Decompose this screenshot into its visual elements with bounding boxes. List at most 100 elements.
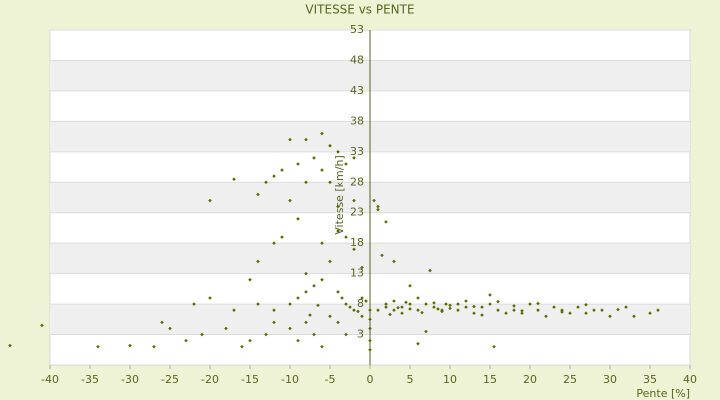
data-point: [304, 290, 308, 294]
data-point: [376, 204, 380, 209]
data-point: [364, 299, 368, 303]
data-point: [336, 229, 340, 233]
data-point: [408, 284, 412, 288]
data-point: [320, 241, 324, 245]
data-point: [280, 235, 284, 239]
data-point: [288, 198, 292, 203]
y-tick-label: 18: [350, 236, 364, 249]
data-point: [440, 309, 444, 314]
data-point: [384, 220, 388, 224]
data-point: [520, 311, 524, 316]
data-point: [552, 305, 556, 309]
data-point: [312, 284, 316, 288]
x-tick-label: 25: [563, 373, 577, 386]
data-point: [404, 300, 408, 305]
data-point: [448, 306, 452, 311]
y-tick-label: 33: [350, 145, 364, 158]
data-point: [496, 308, 500, 312]
data-point: [336, 320, 340, 325]
data-point: [520, 308, 524, 313]
data-point: [256, 302, 260, 306]
data-point: [320, 168, 324, 172]
data-point: [584, 311, 588, 316]
data-point: [376, 308, 380, 312]
data-point: [200, 332, 204, 337]
data-point: [632, 314, 636, 319]
data-point: [312, 332, 316, 337]
data-point: [568, 311, 572, 316]
y-tick-label: 3: [357, 328, 364, 341]
data-point: [444, 302, 448, 306]
data-point: [348, 305, 352, 309]
data-point: [528, 302, 532, 306]
data-point: [448, 303, 452, 308]
x-tick-label: 15: [483, 373, 497, 386]
data-point: [368, 347, 372, 352]
data-point: [544, 314, 548, 319]
data-point: [480, 305, 484, 309]
data-point: [296, 296, 300, 300]
data-point: [296, 162, 300, 166]
data-point: [272, 174, 276, 178]
x-tick-label: -10: [281, 373, 299, 386]
data-point: [296, 338, 300, 343]
data-point: [436, 307, 440, 311]
data-point: [96, 344, 100, 349]
data-point: [344, 235, 348, 239]
data-point: [272, 241, 276, 245]
data-point: [376, 207, 380, 212]
data-point: [152, 344, 156, 349]
data-point: [168, 326, 172, 331]
data-point: [360, 314, 364, 319]
data-point: [288, 326, 292, 331]
data-point: [356, 309, 360, 314]
y-tick-label: 53: [350, 23, 364, 36]
data-point: [480, 313, 484, 317]
data-point: [472, 304, 476, 309]
data-point: [560, 310, 564, 314]
data-point: [392, 308, 396, 312]
x-tick-label: -5: [325, 373, 336, 386]
data-point: [384, 305, 388, 309]
data-point: [328, 180, 332, 185]
data-point: [288, 137, 292, 142]
data-point: [288, 302, 292, 306]
data-point: [128, 343, 132, 348]
data-point: [304, 137, 308, 142]
data-point: [336, 290, 340, 294]
data-point: [304, 271, 308, 276]
data-point: [280, 168, 284, 172]
data-point: [344, 162, 348, 166]
data-point: [160, 320, 164, 325]
data-point: [240, 344, 244, 349]
data-point: [336, 150, 340, 154]
x-tick-label: 10: [443, 373, 457, 386]
data-point: [648, 311, 652, 316]
data-point: [536, 301, 540, 306]
data-point: [488, 293, 492, 297]
data-point: [512, 304, 516, 308]
data-point: [560, 308, 564, 312]
data-point: [320, 277, 324, 282]
x-tick-label: -20: [201, 373, 219, 386]
data-point: [464, 305, 468, 309]
x-tick-label: -15: [241, 373, 259, 386]
data-point: [360, 265, 364, 270]
y-tick-label: 48: [350, 53, 364, 66]
data-point: [232, 177, 236, 182]
data-point: [352, 198, 356, 203]
data-point: [328, 143, 332, 148]
data-point: [512, 308, 516, 312]
data-point: [584, 302, 588, 307]
data-point: [576, 305, 580, 309]
x-tick-label: -35: [81, 373, 99, 386]
data-point: [192, 302, 196, 306]
data-point: [352, 156, 356, 160]
data-point: [368, 308, 372, 312]
chart-title: VITESSE vs PENTE: [305, 3, 414, 17]
data-point: [472, 311, 476, 316]
data-point: [592, 308, 596, 312]
y-tick-label: 43: [350, 84, 364, 97]
data-point: [256, 259, 260, 264]
